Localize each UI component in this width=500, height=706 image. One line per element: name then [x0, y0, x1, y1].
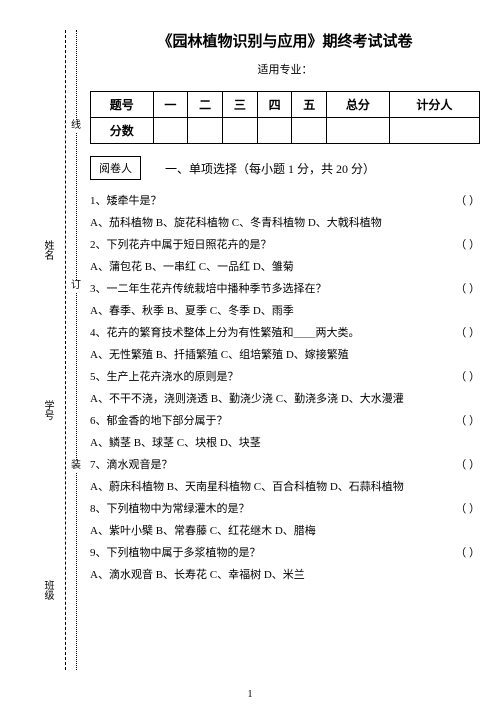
section-header-row: 阅卷人 一、单项选择（每小题 1 分，共 20 分）	[90, 156, 480, 180]
major-line: 适用专业：	[90, 61, 480, 77]
page-content: 《园林植物识别与应用》期终考试试卷 适用专业： 题号 一 二 三 四 五 总分 …	[90, 30, 480, 586]
th-4: 四	[257, 92, 292, 118]
answer-paren: （ ）	[455, 498, 480, 520]
exam-title: 《园林植物识别与应用》期终考试试卷	[90, 30, 480, 51]
question-1: 1、矮牵牛是？（ ）	[90, 190, 480, 212]
table-row: 题号 一 二 三 四 五 总分 计分人	[91, 92, 480, 118]
binding-label-class: 班级	[40, 570, 55, 610]
question-9-options: A、滴水观音 B、长寿花 C、幸福树 D、米兰	[90, 564, 480, 586]
question-9: 9、下列植物中属于多浆植物的是？（ ）	[90, 542, 480, 564]
row-label: 分数	[91, 118, 154, 144]
binding-char-ding: 订	[71, 280, 81, 292]
section-title: 一、单项选择（每小题 1 分，共 20 分）	[165, 160, 375, 177]
question-6-options: A、鳞茎 B、球茎 C、块根 D、块茎	[90, 432, 480, 454]
page-number: 1	[248, 689, 253, 700]
question-8-options: A、紫叶小檗 B、常春藤 C、红花继木 D、腊梅	[90, 520, 480, 542]
question-7: 7、滴水观音是？（ ）	[90, 454, 480, 476]
answer-paren: （ ）	[455, 410, 480, 432]
th-6: 总分	[327, 92, 390, 118]
th-7: 计分人	[389, 92, 479, 118]
score-table: 题号 一 二 三 四 五 总分 计分人 分数	[90, 91, 480, 144]
answer-paren: （ ）	[455, 366, 480, 388]
answer-paren: （ ）	[455, 322, 480, 344]
answer-paren: （ ）	[455, 542, 480, 564]
table-row: 分数	[91, 118, 480, 144]
answer-paren: （ ）	[455, 278, 480, 300]
binding-char-zhuang: 装	[71, 460, 81, 472]
answer-paren: （ ）	[455, 454, 480, 476]
dot-column-2	[65, 30, 67, 670]
question-6: 6、郁金香的地下部分属于？（ ）	[90, 410, 480, 432]
th-1: 一	[153, 92, 188, 118]
question-5: 5、生产上花卉浇水的原则是？（ ）	[90, 366, 480, 388]
question-5-options: A、不干不浇，浇则浇透 B、勤浇少浇 C、勤浇多浇 D、大水漫灌	[90, 388, 480, 410]
question-4: 4、花卉的繁育技术整体上分为有性繁殖和＿＿两大类。（ ）	[90, 322, 480, 344]
th-5: 五	[292, 92, 327, 118]
question-1-options: A、茄科植物 B、旋花科植物 C、冬青科植物 D、大戟科植物	[90, 212, 480, 234]
th-0: 题号	[91, 92, 154, 118]
th-2: 二	[188, 92, 223, 118]
answer-paren: （ ）	[455, 190, 480, 212]
binding-char-xian: 线	[71, 120, 81, 132]
question-4-options: A、无性繁殖 B、扦插繁殖 C、组培繁殖 D、嫁接繁殖	[90, 344, 480, 366]
reviewer-box: 阅卷人	[90, 156, 141, 180]
binding-strip: 线 订 装 姓名 学号 班级	[58, 30, 88, 670]
binding-label-id: 学号	[40, 390, 55, 430]
binding-label-name: 姓名	[40, 230, 55, 270]
question-2: 2、下列花卉中属于短日照花卉的是？（ ）	[90, 234, 480, 256]
question-8: 8、下列植物中为常绿灌木的是？（ ）	[90, 498, 480, 520]
th-3: 三	[222, 92, 257, 118]
question-2-options: A、蒲包花 B、一串红 C、一品红 D、雏菊	[90, 256, 480, 278]
question-3: 3、一二年生花卉传统栽培中播种季节多选择在？（ ）	[90, 278, 480, 300]
question-7-options: A、蔚床科植物 B、天南星科植物 C、百合科植物 D、石蒜科植物	[90, 476, 480, 498]
answer-paren: （ ）	[455, 234, 480, 256]
question-3-options: A、春季、秋季 B、夏季 C、冬季 D、雨季	[90, 300, 480, 322]
